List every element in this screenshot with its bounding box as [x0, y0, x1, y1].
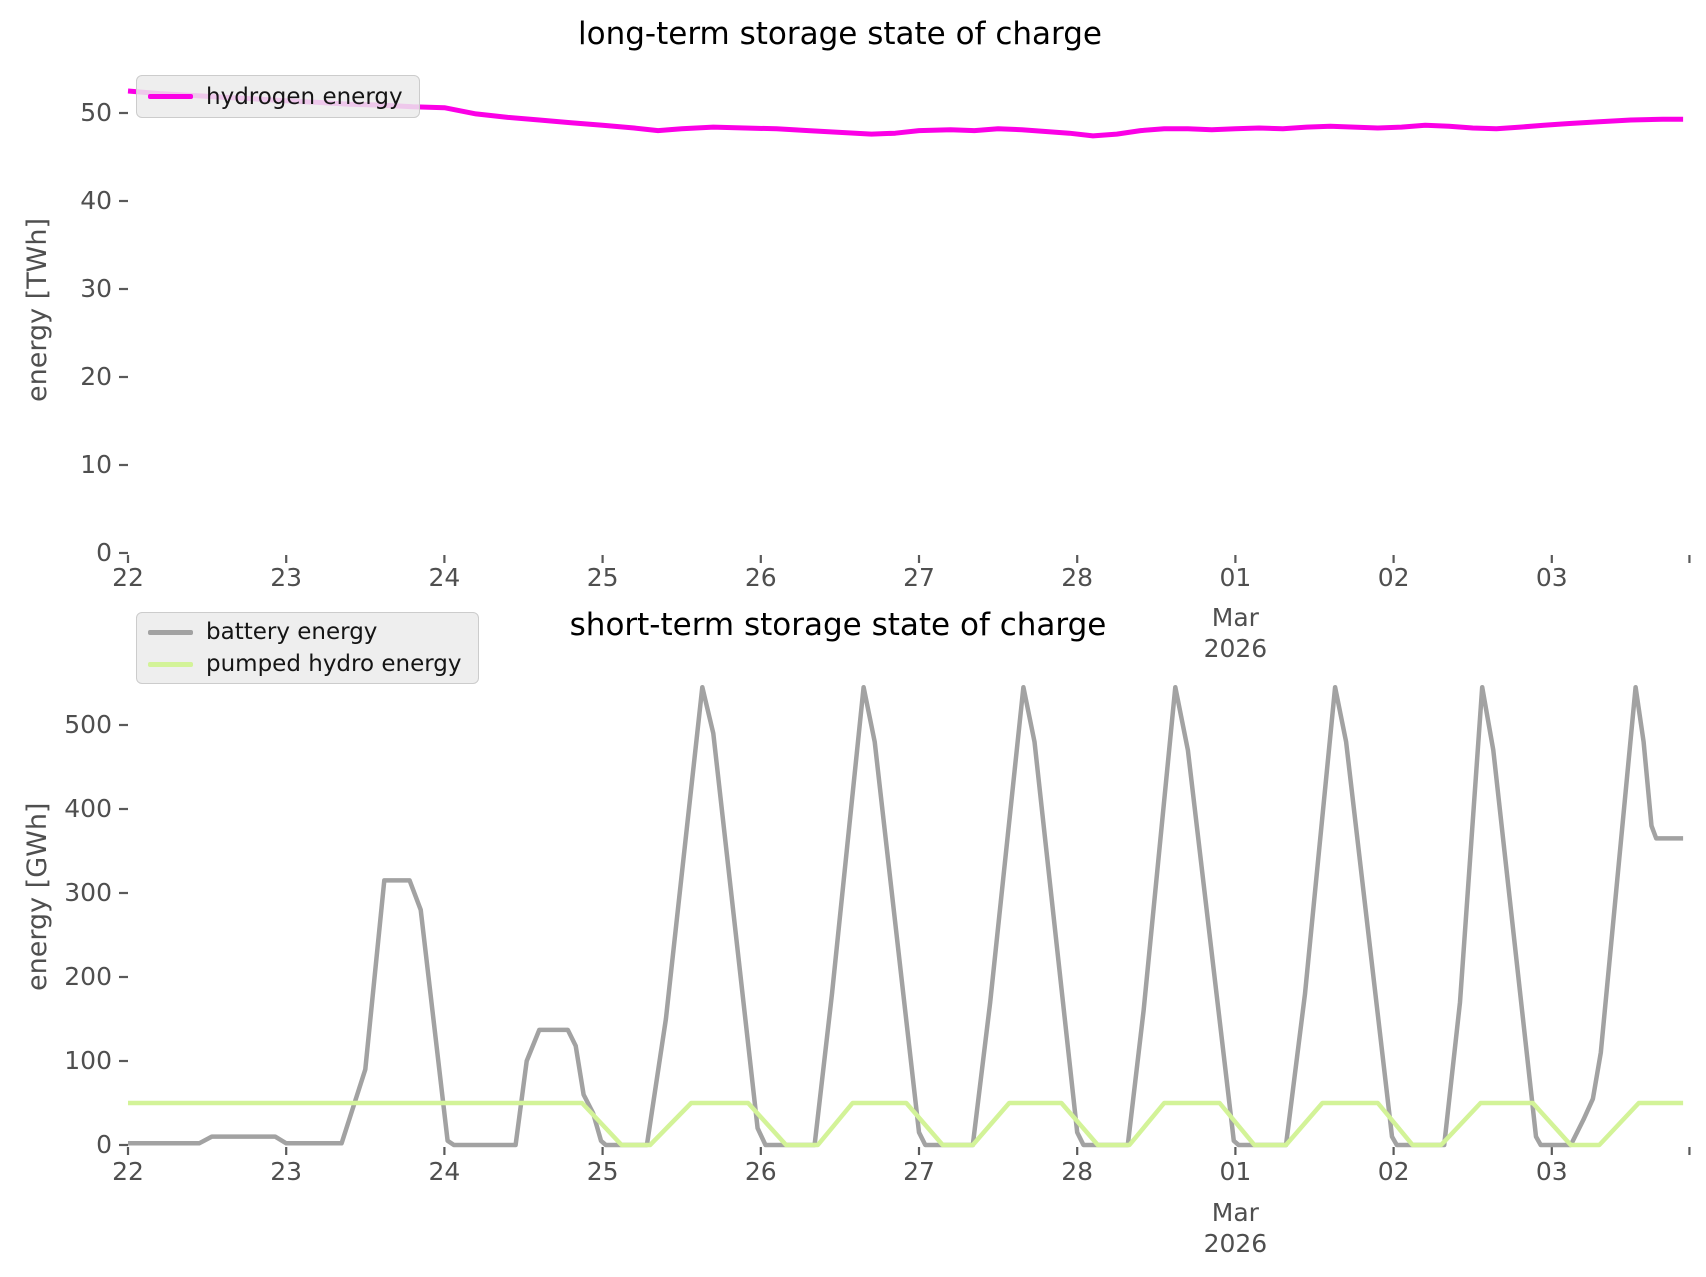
y-tick-label: 40: [80, 186, 112, 215]
x-tick-label: 22: [112, 1157, 144, 1186]
legend-entry-battery-energy: battery energy: [148, 619, 462, 645]
x-tick-label: 28: [1061, 1157, 1094, 1186]
y-axis-label-gwh: energy [GWh]: [22, 802, 53, 992]
x-tick-label: 25: [586, 563, 619, 592]
x-tick-label: 22: [112, 563, 144, 592]
x-tick-label: 03: [1535, 563, 1568, 592]
y-tick-label: 50: [80, 98, 112, 127]
series-line-pumped-hydro-energy: [128, 1100, 1684, 1148]
legend-line-sample-pumped-hydro-energy: [148, 661, 193, 667]
legend-entry-hydrogen-energy: hydrogen energy: [148, 84, 403, 110]
legend-line-sample-hydrogen-energy: [148, 94, 193, 99]
x-tick-label: 27: [903, 1157, 935, 1186]
y-tick-label: 30: [80, 274, 112, 303]
y-tick-label: 20: [80, 362, 112, 391]
x-tick-label: 25: [586, 1157, 619, 1186]
y-tick-label: 0: [96, 538, 112, 567]
legend-long-term: hydrogen energy: [136, 75, 420, 118]
x-tick-label: 24: [428, 1157, 461, 1186]
y-tick-label: 0: [96, 1130, 112, 1159]
x-tick-label: 23: [270, 563, 303, 592]
x-tick-label: 23: [270, 1157, 303, 1186]
x-tick-label: 26: [744, 1157, 777, 1186]
x-tick-label: 24: [428, 563, 461, 592]
x-tick-label: 01: [1219, 563, 1252, 592]
legend-label: hydrogen energy: [206, 83, 403, 110]
y-tick-label: 200: [64, 962, 112, 991]
series-line-battery-energy: [128, 684, 1684, 1148]
chart-title-long-term: long-term storage state of charge: [578, 16, 1102, 52]
x-tick-label: 02: [1377, 563, 1410, 592]
y-tick-label: 400: [64, 794, 112, 823]
legend-label: battery energy: [206, 619, 378, 645]
x-axis-month-year-label: Mar 2026: [1203, 603, 1268, 663]
y-tick-label: 500: [64, 710, 112, 739]
x-axis-month-year-label: Mar 2026: [1203, 1198, 1268, 1258]
y-tick-label: 300: [64, 878, 112, 907]
y-tick-label: 100: [64, 1046, 112, 1075]
x-tick-label: 26: [744, 563, 777, 592]
x-tick-label: 02: [1377, 1157, 1410, 1186]
x-tick-label: 01: [1219, 1157, 1252, 1186]
x-tick-label: 03: [1535, 1157, 1568, 1186]
chart-title-short-term: short-term storage state of charge: [569, 607, 1107, 643]
legend-short-term: battery energy pumped hydro energy: [136, 612, 479, 684]
legend-entry-pumped-hydro-energy: pumped hydro energy: [148, 651, 462, 677]
x-tick-label: 27: [903, 563, 935, 592]
legend-label: pumped hydro energy: [206, 651, 462, 677]
y-tick-label: 10: [80, 450, 112, 479]
legend-line-sample-battery-energy: [148, 629, 193, 635]
y-axis-label-twh: energy [TWh]: [22, 217, 53, 403]
x-tick-label: 28: [1061, 563, 1094, 592]
